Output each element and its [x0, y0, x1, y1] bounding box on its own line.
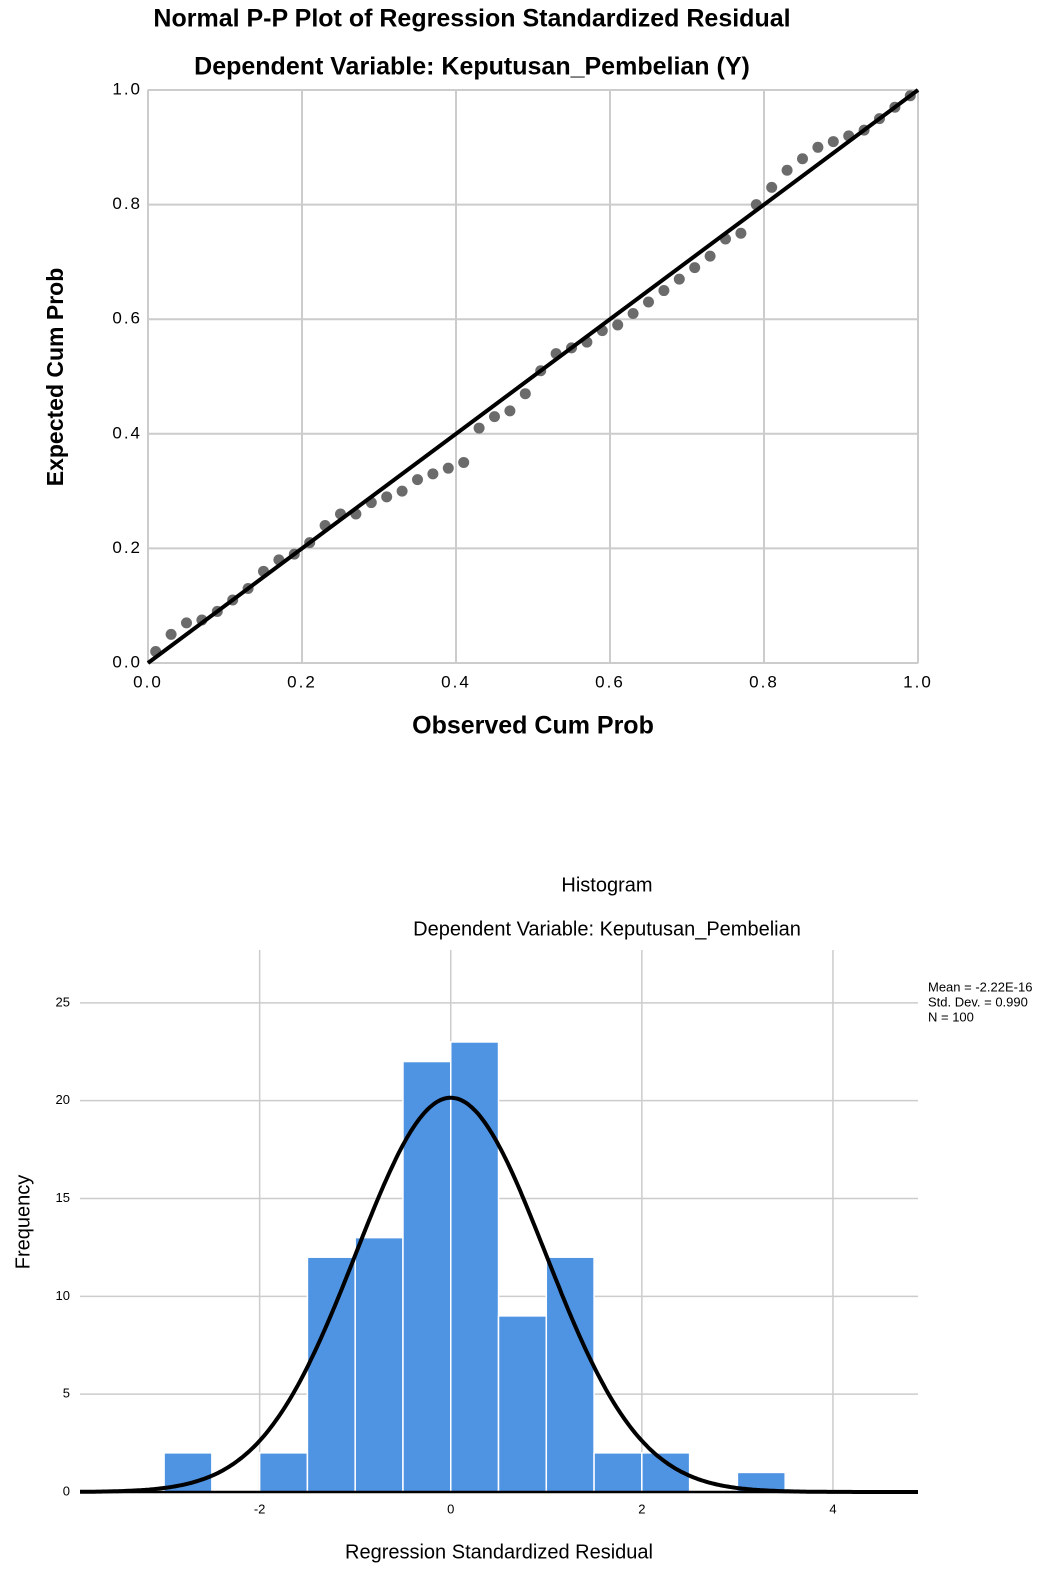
data-point — [474, 423, 485, 434]
histogram-bar — [307, 1257, 355, 1492]
stats-label: N = 100 — [928, 1009, 974, 1024]
y-tick-label: 25 — [56, 994, 70, 1009]
data-point — [643, 297, 654, 308]
y-tick-label: 20 — [56, 1092, 70, 1107]
y-tick-label: 0.6 — [112, 309, 142, 328]
x-axis-label: Regression Standardized Residual — [345, 1541, 653, 1563]
y-tick-label: 1.0 — [112, 79, 142, 98]
histogram-bar — [594, 1453, 642, 1492]
data-point — [458, 457, 469, 468]
y-tick-label: 15 — [56, 1190, 70, 1205]
y-tick-label: 5 — [63, 1386, 70, 1401]
page: Normal P-P Plot of Regression Standardiz… — [0, 0, 1064, 1573]
histogram-bar — [546, 1257, 594, 1492]
y-tick-label: 0.4 — [112, 423, 142, 442]
x-tick-label: 1.0 — [903, 672, 933, 691]
histogram-bar — [499, 1316, 547, 1492]
x-tick-label: -2 — [254, 1501, 266, 1516]
chart-title: Histogram — [561, 874, 652, 896]
y-axis-label: Frequency — [12, 1175, 34, 1270]
x-tick-label: 0.4 — [441, 672, 471, 691]
y-tick-label: 0.0 — [112, 652, 142, 671]
data-point — [504, 405, 515, 416]
data-point — [766, 182, 777, 193]
x-tick-label: 0.0 — [133, 672, 163, 691]
x-tick-label: 0.8 — [749, 672, 779, 691]
y-tick-label: 10 — [56, 1288, 70, 1303]
histogram-bar — [260, 1453, 308, 1492]
data-point — [427, 468, 438, 479]
x-tick-label: 0.2 — [287, 672, 317, 691]
data-point — [735, 228, 746, 239]
data-point — [797, 153, 808, 164]
x-tick-label: 4 — [829, 1501, 836, 1516]
histogram-bar — [403, 1062, 451, 1492]
reference-line — [148, 90, 918, 663]
data-point — [612, 319, 623, 330]
chart-subtitle: Dependent Variable: Keputusan_Pembelian — [413, 918, 801, 940]
data-point — [812, 142, 823, 153]
data-point — [705, 251, 716, 262]
data-point — [520, 388, 531, 399]
data-point — [381, 491, 392, 502]
stats-label: Mean = -2.22E-16 — [928, 979, 1032, 994]
data-point — [412, 474, 423, 485]
data-point — [489, 411, 500, 422]
y-tick-label: 0.2 — [112, 538, 142, 557]
y-axis-label: Expected Cum Prob — [42, 268, 68, 487]
data-point — [782, 165, 793, 176]
chart-subtitle: Dependent Variable: Keputusan_Pembelian … — [194, 53, 750, 81]
data-point — [166, 629, 177, 640]
stats-label: Std. Dev. = 0.990 — [928, 994, 1028, 1009]
x-axis-label: Observed Cum Prob — [412, 712, 654, 740]
x-tick-label: 0.6 — [595, 672, 625, 691]
y-tick-label: 0.8 — [112, 194, 142, 213]
data-point — [397, 486, 408, 497]
y-tick-label: 0 — [63, 1483, 70, 1498]
data-point — [689, 262, 700, 273]
x-tick-label: 2 — [638, 1501, 645, 1516]
data-point — [674, 274, 685, 285]
data-point — [181, 617, 192, 628]
data-point — [443, 463, 454, 474]
x-tick-label: 0 — [447, 1501, 454, 1516]
histogram-bar — [355, 1238, 403, 1492]
data-point — [658, 285, 669, 296]
chart-title: Normal P-P Plot of Regression Standardiz… — [153, 5, 790, 33]
data-point — [828, 136, 839, 147]
data-point — [628, 308, 639, 319]
